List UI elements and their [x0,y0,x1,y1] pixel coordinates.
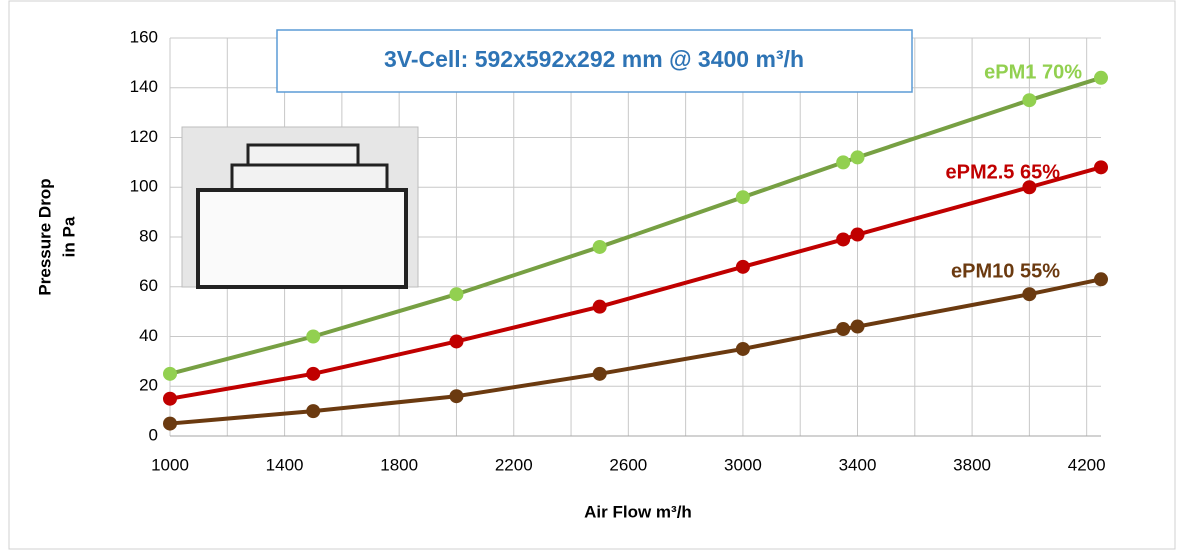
product-photo [181,126,419,289]
data-point [163,366,177,381]
x-axis-title: Air Flow m³/h [584,502,692,521]
x-tick-label: 3800 [953,455,991,474]
data-point [1094,160,1108,175]
data-point [735,259,750,274]
photo-shape [196,188,408,289]
title-box [276,29,913,93]
y-tick-label: 60 [139,276,158,295]
data-point [850,227,865,242]
data-point [592,239,607,254]
x-tick-label: 3000 [724,455,762,474]
data-point [850,150,865,165]
data-point [1022,180,1037,195]
data-point [735,341,750,356]
data-point [163,416,177,431]
series-label: ePM2.5 65% [945,161,1060,183]
x-tick-label: 3400 [839,455,877,474]
data-point [306,404,321,419]
data-point [1094,70,1108,85]
data-point [306,366,321,381]
x-tick-label: 1800 [380,455,418,474]
x-tick-label: 1000 [151,455,189,474]
y-tick-label: 160 [130,27,158,46]
series-label: ePM1 70% [984,61,1082,83]
y-axis-title: Pressure Drop [35,178,54,295]
y-tick-label: 140 [130,77,158,96]
y-tick-label: 20 [139,376,158,395]
x-tick-label: 1400 [266,455,304,474]
data-point [449,287,464,302]
data-point [592,366,607,381]
data-point [850,319,865,334]
y-tick-label: 0 [149,425,158,444]
y-tick-label: 40 [139,326,158,345]
data-point [836,322,851,337]
x-tick-label: 4200 [1068,455,1106,474]
data-point [449,334,464,349]
data-point [836,155,851,170]
y-tick-label: 80 [139,226,158,245]
data-point [1022,287,1037,302]
data-point [735,190,750,205]
y-tick-label: 100 [130,177,158,196]
chart-title: 3V-Cell: 592x592x292 mm @ 3400 m³/h [384,46,804,72]
data-point [1094,272,1108,287]
data-point [836,232,851,247]
data-point [449,389,464,404]
y-tick-label: 120 [130,127,158,146]
data-point [592,299,607,314]
y-axis-title: in Pa [59,216,78,257]
data-point [306,329,321,344]
data-point [163,391,177,406]
x-tick-label: 2600 [609,455,647,474]
series-label: ePM10 55% [951,260,1060,282]
plot: ePM1 70% ePM2.5 65% ePM10 55% [163,61,1108,431]
data-point [1022,93,1037,108]
x-tick-label: 2200 [495,455,533,474]
